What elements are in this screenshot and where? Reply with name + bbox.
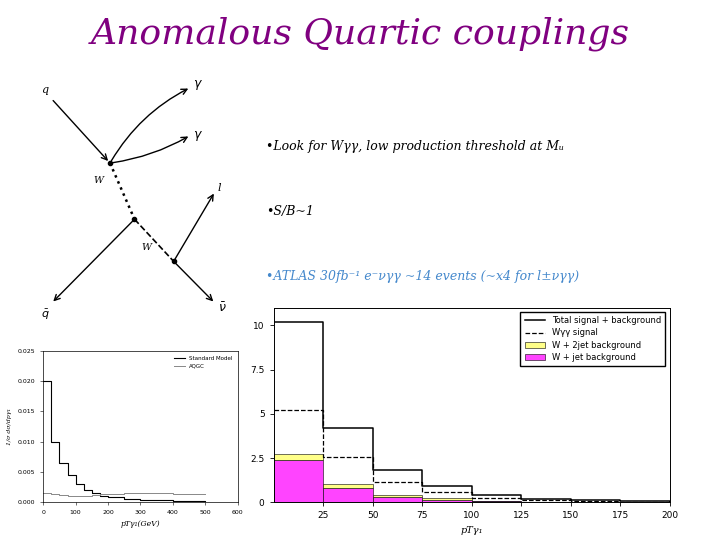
AQGC <box>120 490 129 496</box>
Standard Model <box>88 490 96 496</box>
Text: q: q <box>42 85 48 95</box>
Standard Model <box>120 496 129 502</box>
Text: •ATLAS 30fb⁻¹ e⁻νγγ ~14 events (~x4 for l±νγγ): •ATLAS 30fb⁻¹ e⁻νγγ ~14 events (~x4 for … <box>266 270 580 283</box>
Text: $\gamma$: $\gamma$ <box>193 78 203 92</box>
AQGC <box>39 490 48 496</box>
Line: AQGC: AQGC <box>43 493 205 496</box>
Text: W: W <box>93 176 103 185</box>
AQGC <box>201 491 210 497</box>
Standard Model <box>47 438 55 445</box>
AQGC <box>71 493 80 500</box>
AQGC <box>168 490 177 497</box>
AQGC <box>79 493 88 500</box>
AQGC <box>136 490 145 496</box>
Standard Model <box>201 498 210 505</box>
Standard Model <box>63 472 72 478</box>
Text: Anomalous Quartic couplings: Anomalous Quartic couplings <box>91 16 629 51</box>
Legend: Total signal + background, Wγγ signal, W + 2jet background, W + jet background: Total signal + background, Wγγ signal, W… <box>521 312 665 366</box>
Text: •S/B~1: •S/B~1 <box>266 205 314 218</box>
Bar <box>422 500 472 502</box>
Bar <box>373 497 422 502</box>
Bar <box>422 498 472 500</box>
Bar <box>373 495 422 497</box>
Bar <box>323 488 373 502</box>
Standard Model <box>39 378 48 384</box>
AQGC <box>63 492 72 499</box>
X-axis label: pTγ₁: pTγ₁ <box>460 526 483 535</box>
Y-axis label: 1/σ dσ/dpγ₁: 1/σ dσ/dpγ₁ <box>7 408 12 445</box>
Standard Model <box>168 498 177 504</box>
Bar <box>274 455 323 460</box>
Bar <box>274 460 323 502</box>
Standard Model <box>104 494 112 501</box>
AQGC <box>96 491 104 497</box>
Standard Model <box>71 481 80 487</box>
Text: •Look for Wγγ, low production threshold at Mᵤ: •Look for Wγγ, low production threshold … <box>266 140 564 153</box>
Legend: Standard Model, AQGC: Standard Model, AQGC <box>171 354 235 371</box>
Bar <box>323 484 373 488</box>
AQGC <box>88 492 96 498</box>
AQGC <box>55 492 64 498</box>
Standard Model <box>79 487 88 494</box>
Text: W: W <box>142 243 152 252</box>
X-axis label: pTγ₁(GeV): pTγ₁(GeV) <box>120 521 161 529</box>
Standard Model <box>55 460 64 466</box>
Text: l: l <box>217 183 221 193</box>
Standard Model <box>96 493 104 500</box>
Standard Model <box>136 497 145 504</box>
Bar <box>472 501 521 502</box>
AQGC <box>104 490 112 497</box>
AQGC <box>47 491 55 497</box>
Text: $\gamma$: $\gamma$ <box>193 129 203 143</box>
Text: $\bar{\nu}$: $\bar{\nu}$ <box>217 301 226 315</box>
Line: Standard Model: Standard Model <box>43 381 205 502</box>
Text: $\bar{q}$: $\bar{q}$ <box>42 307 50 321</box>
